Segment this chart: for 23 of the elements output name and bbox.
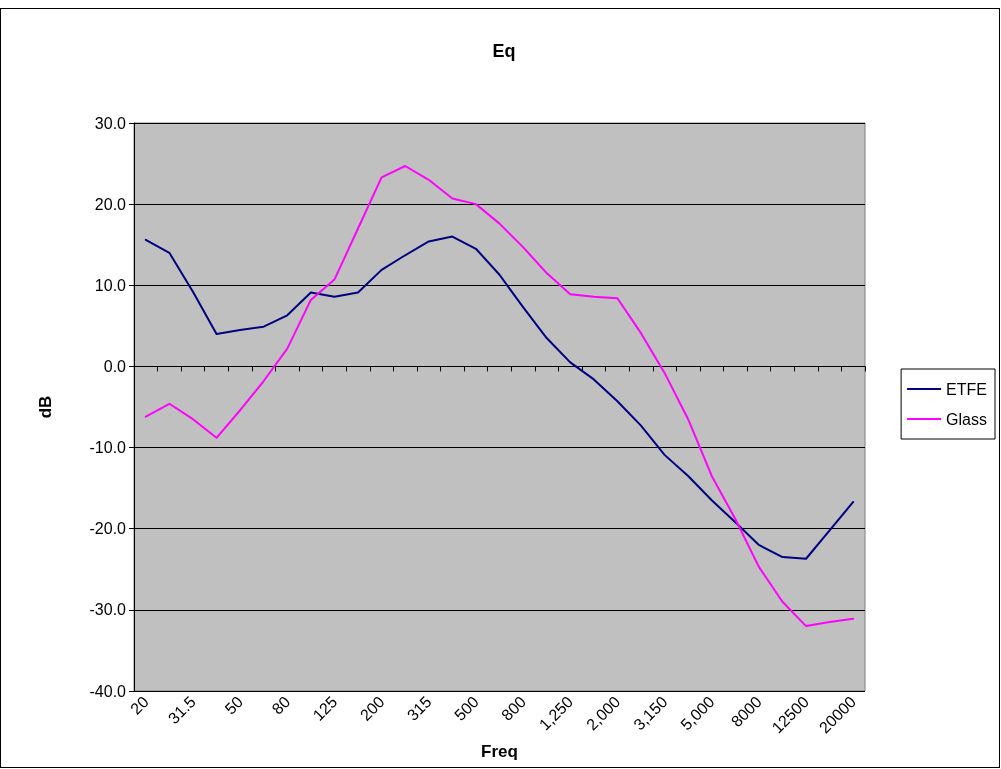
y-tick-label: 0.0 (103, 357, 127, 375)
y-tick-label: 10.0 (94, 276, 127, 294)
x-tick-label: 500 (451, 692, 483, 724)
y-tick-label: 20.0 (94, 195, 127, 213)
y-tick-label: -10.0 (89, 439, 127, 457)
legend-label: Glass (946, 410, 988, 428)
y-tick-label: -20.0 (89, 520, 127, 538)
x-tick-label: 800 (498, 692, 530, 724)
line-series (144, 235, 855, 560)
x-tick-label: 80 (268, 692, 294, 718)
line-series (144, 165, 855, 628)
x-tick-label: 200 (356, 692, 388, 724)
legend-label: ETFE (946, 380, 987, 398)
y-tick-label: -40.0 (89, 682, 127, 700)
y-tick-label: 30.0 (94, 114, 127, 132)
x-axis-title: Freq (481, 742, 518, 762)
y-tick-label: -30.0 (89, 601, 127, 619)
x-tick-label: 20 (127, 692, 152, 718)
x-tick-label: 50 (221, 692, 247, 718)
x-tick-label: 125 (309, 692, 341, 724)
chart-title: Eq (492, 41, 516, 61)
x-tick-label: 315 (403, 692, 435, 724)
y-axis-title: dB (36, 395, 55, 419)
